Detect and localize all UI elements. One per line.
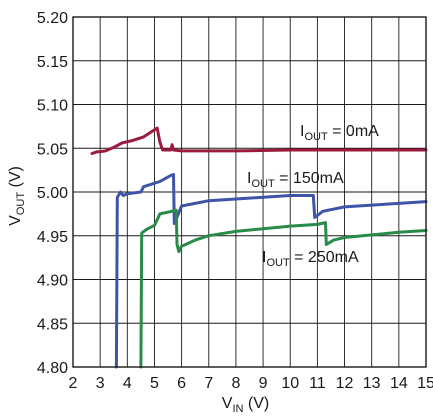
series-label-rest: = 250mA xyxy=(290,249,359,266)
x-tick-label: 15 xyxy=(417,375,433,392)
x-tick-label: 2 xyxy=(69,375,78,392)
y-axis-title-sub: OUT xyxy=(15,192,27,216)
x-tick-label: 11 xyxy=(309,375,326,392)
series-label-iout-250ma: IOUT = 250mA xyxy=(262,249,359,269)
x-axis-title: VIN (V) xyxy=(222,395,269,415)
y-tick-label: 5.20 xyxy=(37,10,68,27)
x-axis-title-unit: (V) xyxy=(243,395,269,412)
y-tick-label: 4.85 xyxy=(37,316,68,333)
series-label-iout-150ma: IOUT = 150mA xyxy=(247,170,344,190)
y-tick-label: 4.95 xyxy=(37,229,68,246)
y-tick-label: 5.00 xyxy=(37,185,68,202)
y-tick-label: 5.15 xyxy=(37,54,68,71)
series-line-2 xyxy=(139,208,428,369)
series-label-rest: = 150mA xyxy=(275,170,344,187)
series-label-main: I xyxy=(262,249,266,266)
series-label-sub: OUT xyxy=(251,178,275,190)
series-label-rest: = 0mA xyxy=(328,123,379,140)
x-axis-title-sub: IN xyxy=(232,403,243,415)
x-tick-labels: 2 3 4 5 6 7 8 9 10 11 12 13 14 15 xyxy=(69,375,433,392)
y-tick-label: 5.05 xyxy=(37,141,68,158)
x-tick-label: 10 xyxy=(281,375,299,392)
series-label-main: I xyxy=(300,123,304,140)
y-tick-label: 4.90 xyxy=(37,273,68,290)
series-line-1 xyxy=(114,173,428,369)
plot-frame xyxy=(72,16,427,368)
series-label-iout-0ma: IOUT = 0mA xyxy=(300,123,379,143)
x-tick-label: 8 xyxy=(231,375,240,392)
y-tick-labels: 4.80 4.85 4.90 4.95 5.00 5.05 5.10 5.15 5.20 xyxy=(37,10,68,377)
y-axis-title: VOUT (V) xyxy=(7,166,27,226)
series-label-main: I xyxy=(247,170,251,187)
x-tick-label: 14 xyxy=(390,375,408,392)
series-layer xyxy=(90,126,428,369)
x-tick-label: 3 xyxy=(96,375,105,392)
x-tick-label: 12 xyxy=(336,375,354,392)
series-label-sub: OUT xyxy=(304,131,328,143)
y-axis-title-unit: (V) xyxy=(7,166,24,192)
x-tick-label: 6 xyxy=(177,375,186,392)
series-label-sub: OUT xyxy=(266,257,290,269)
x-axis-title-main: V xyxy=(222,395,233,412)
y-tick-label: 5.10 xyxy=(37,98,68,115)
y-tick-label: 4.80 xyxy=(37,360,68,377)
x-tick-label: 13 xyxy=(363,375,381,392)
x-tick-label: 4 xyxy=(123,375,132,392)
x-tick-label: 9 xyxy=(259,375,268,392)
y-axis-title-main: V xyxy=(7,215,24,226)
x-tick-label: 5 xyxy=(150,375,159,392)
series-line-0 xyxy=(90,126,428,155)
x-tick-label: 7 xyxy=(204,375,213,392)
